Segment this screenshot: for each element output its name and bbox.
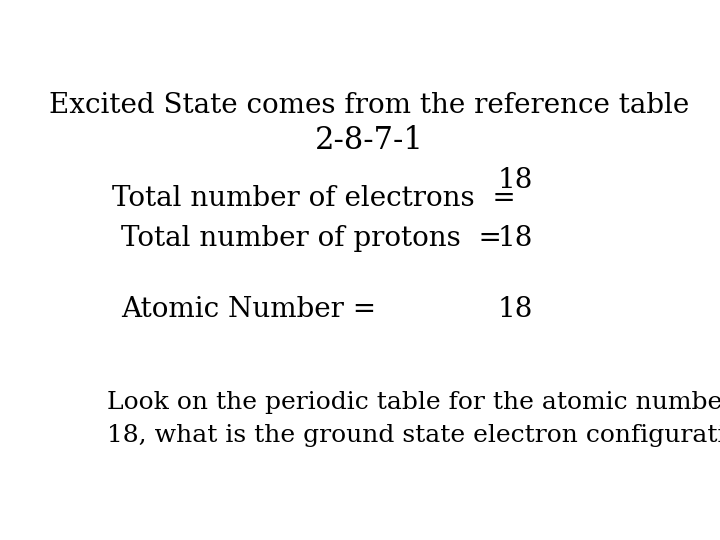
Text: 18: 18 xyxy=(498,167,533,194)
Text: 2-8-7-1: 2-8-7-1 xyxy=(315,125,423,156)
Text: Total number of protons  =: Total number of protons = xyxy=(121,225,502,252)
Text: 18: 18 xyxy=(498,295,533,322)
Text: Total number of electrons  =: Total number of electrons = xyxy=(112,185,516,212)
Text: 18: 18 xyxy=(498,225,533,252)
Text: Look on the periodic table for the atomic number: Look on the periodic table for the atomi… xyxy=(107,391,720,414)
Text: Excited State comes from the reference table: Excited State comes from the reference t… xyxy=(49,92,689,119)
Text: Atomic Number =: Atomic Number = xyxy=(121,295,376,322)
Text: 18, what is the ground state electron configuration: 18, what is the ground state electron co… xyxy=(107,424,720,448)
